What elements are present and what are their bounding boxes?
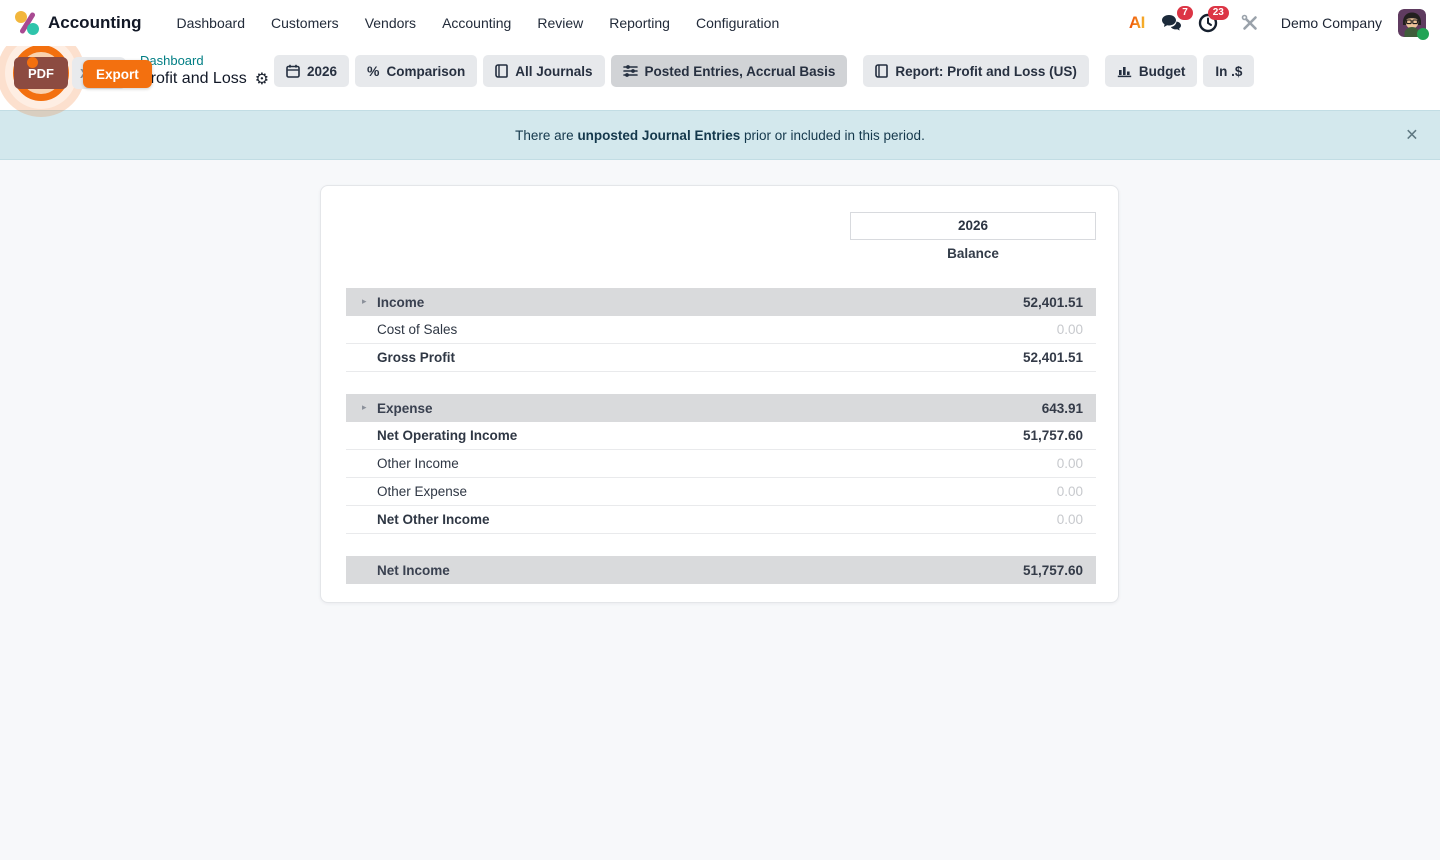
row-value: 52,401.51 (1022, 294, 1083, 310)
table-row-net-operating-income[interactable]: Net Operating Income 51,757.60 (346, 422, 1096, 450)
user-avatar[interactable] (1398, 9, 1429, 40)
ai-icon[interactable]: AI (1128, 13, 1146, 32)
balance-column-header: Balance (947, 246, 999, 261)
breadcrumb-dashboard-link[interactable]: Dashboard (140, 53, 204, 68)
row-value: 0.00 (1056, 512, 1083, 527)
book-icon (495, 64, 509, 78)
messages-icon[interactable]: 7 (1159, 6, 1193, 36)
row-value: 51,757.60 (1022, 428, 1083, 443)
systray: AI 7 23 Demo Company (1128, 6, 1429, 40)
table-spacer (346, 534, 1096, 556)
table-row-other-expense[interactable]: Other Expense 0.00 (346, 478, 1096, 506)
profit-and-loss-table: ▸ Income 52,401.51 Cost of Sales 0.00 Gro… (346, 288, 1096, 584)
filter-journals[interactable]: All Journals (483, 55, 605, 87)
caret-right-icon[interactable]: ▸ (362, 403, 367, 413)
nav-item-customers[interactable]: Customers (271, 15, 339, 31)
row-value: 0.00 (1056, 456, 1083, 471)
book-icon (875, 64, 889, 78)
page-title: Profit and Loss (140, 70, 247, 87)
table-row-income[interactable]: ▸ Income 52,401.51 (346, 288, 1096, 316)
filter-report-variant[interactable]: Report: Profit and Loss (US) (863, 55, 1089, 87)
sliders-icon (622, 65, 638, 77)
filter-currency[interactable]: In .$ (1203, 55, 1255, 87)
gear-icon[interactable]: ⚙ (254, 69, 270, 88)
table-row-net-other-income[interactable]: Net Other Income 0.00 (346, 506, 1096, 534)
unposted-entries-banner: There are unposted Journal Entries prior… (0, 110, 1440, 160)
calendar-icon (286, 64, 300, 78)
table-spacer (346, 372, 1096, 394)
filter-options[interactable]: Posted Entries, Accrual Basis (610, 55, 848, 87)
nav-item-review[interactable]: Review (537, 15, 584, 31)
activities-badge: 23 (1207, 6, 1229, 20)
messages-badge: 7 (1177, 6, 1193, 20)
onboarding-pulse-dot (27, 57, 38, 68)
report-content-area: 2026 Balance ▸ Income 52,401.51 Cost of S… (0, 160, 1440, 860)
control-panel: Dashboard Profit and Loss ⚙ XLSX PDF Exp… (0, 29, 1440, 117)
percent-icon: % (367, 63, 380, 79)
row-value: 51,757.60 (1022, 562, 1083, 578)
online-status-dot (1417, 28, 1429, 40)
pdf-button[interactable]: PDF (14, 57, 68, 89)
tools-icon[interactable] (1237, 10, 1263, 36)
table-row-gross-profit[interactable]: Gross Profit 52,401.51 (346, 344, 1096, 372)
banner-message: There are unposted Journal Entries prior… (515, 127, 925, 143)
filter-comparison[interactable]: % Comparison (355, 55, 478, 87)
row-value: 643.91 (1041, 400, 1083, 416)
table-row-cost-of-sales[interactable]: Cost of Sales 0.00 (346, 316, 1096, 344)
bar-chart-icon (1117, 67, 1132, 78)
table-row-other-income[interactable]: Other Income 0.00 (346, 450, 1096, 478)
filter-budget[interactable]: Budget (1104, 55, 1198, 87)
nav-item-configuration[interactable]: Configuration (695, 15, 780, 31)
row-value: 0.00 (1056, 484, 1083, 499)
column-period-selector[interactable]: 2026 (850, 212, 1096, 240)
table-row-expense[interactable]: ▸ Expense 643.91 (346, 394, 1096, 422)
top-navbar: Accounting Dashboard Customers Vendors A… (0, 0, 1440, 46)
export-tooltip[interactable]: Export (83, 60, 152, 88)
profit-and-loss-report-card: 2026 Balance ▸ Income 52,401.51 Cost of S… (320, 185, 1119, 603)
caret-right-icon[interactable]: ▸ (362, 297, 367, 307)
activities-clock-icon[interactable]: 23 (1195, 6, 1229, 36)
nav-item-dashboard[interactable]: Dashboard (176, 15, 246, 31)
company-switcher[interactable]: Demo Company (1280, 15, 1382, 31)
banner-close-icon[interactable]: × (1405, 123, 1418, 147)
accounting-app-icon[interactable] (14, 10, 40, 36)
nav-item-accounting[interactable]: Accounting (442, 15, 512, 31)
row-value: 52,401.51 (1022, 350, 1083, 365)
nav-item-vendors[interactable]: Vendors (364, 15, 417, 31)
nav-item-reporting[interactable]: Reporting (609, 15, 670, 31)
filter-date-range[interactable]: 2026 (274, 55, 350, 87)
app-title[interactable]: Accounting (48, 13, 142, 32)
row-value: 0.00 (1056, 322, 1083, 337)
filter-bar: 2026 % Comparison All Journals Posted En… (274, 55, 1260, 87)
table-row-net-income[interactable]: Net Income 51,757.60 (346, 556, 1096, 584)
